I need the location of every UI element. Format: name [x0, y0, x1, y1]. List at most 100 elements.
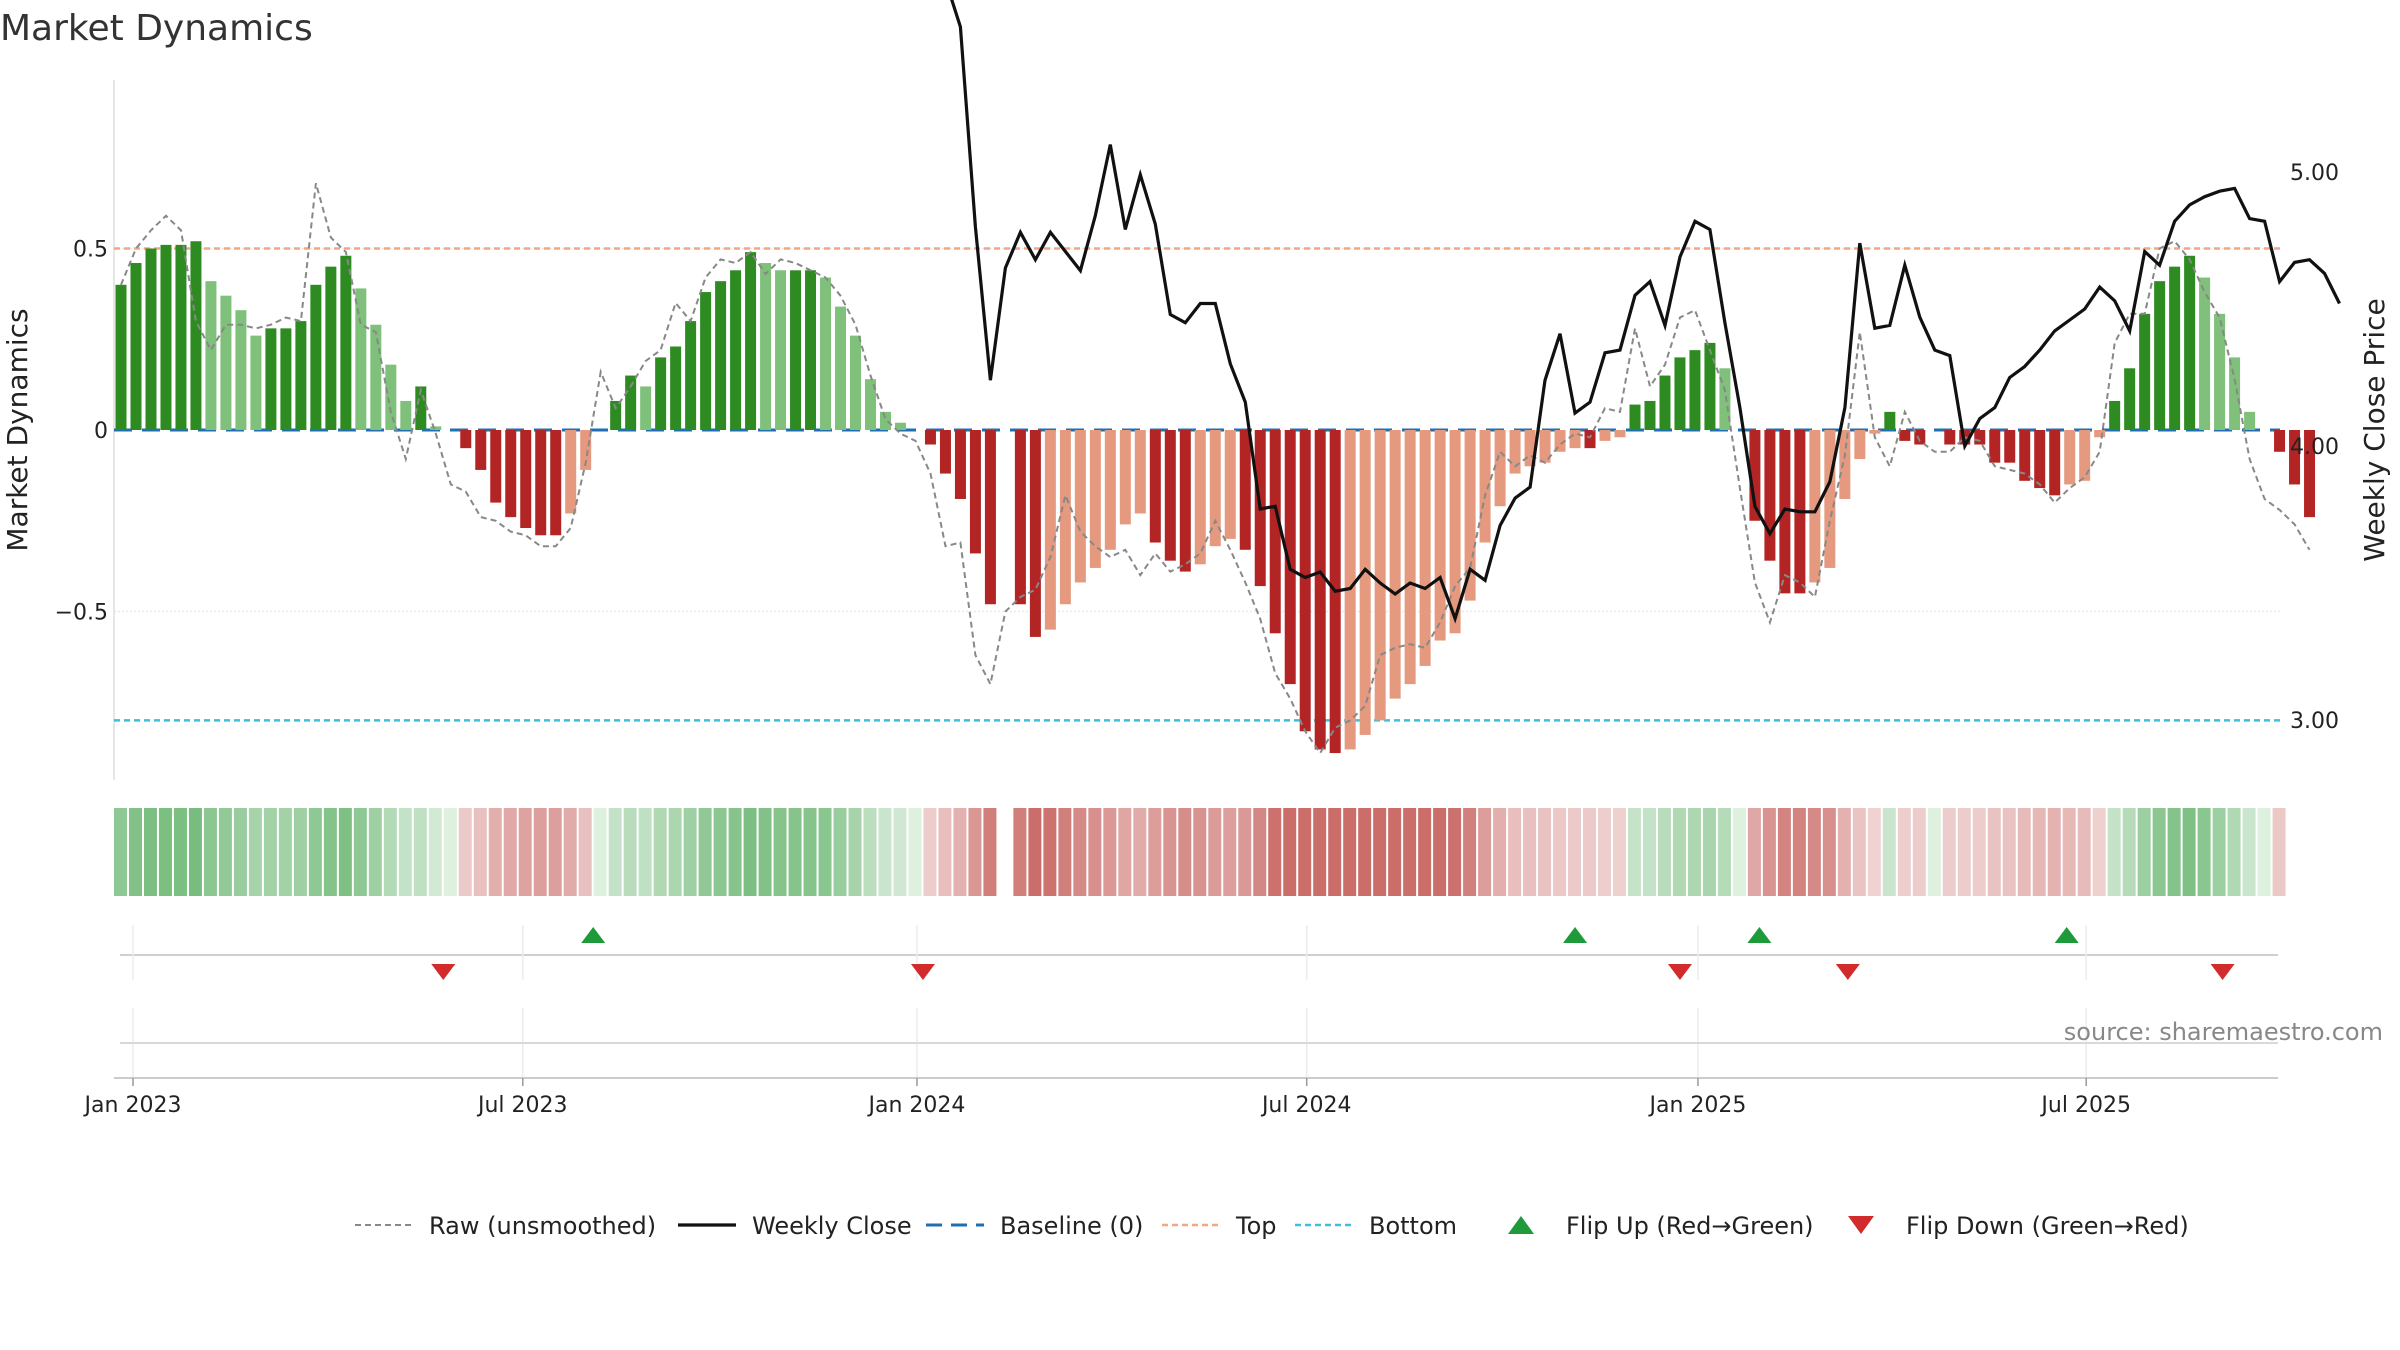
strength-cell — [743, 808, 757, 896]
right-tick-label: 4.00 — [2290, 435, 2339, 460]
chart-legend: Raw (unsmoothed) Weekly Close Baseline (0)… — [355, 1212, 2189, 1240]
flip-down-marker — [1667, 964, 1692, 980]
strength-cell — [1118, 808, 1132, 896]
momentum-bar — [1869, 430, 1881, 434]
strength-cell — [1178, 808, 1192, 896]
strength-cell — [383, 808, 397, 896]
strength-cell — [2107, 808, 2121, 896]
strength-cell — [1957, 808, 1971, 896]
momentum-bar — [760, 263, 772, 430]
momentum-bar — [1689, 350, 1701, 430]
strength-cell — [1553, 808, 1567, 896]
momentum-bar — [520, 430, 532, 529]
momentum-bar — [280, 328, 292, 430]
strength-cell — [728, 808, 742, 896]
strength-cell — [1163, 808, 1177, 896]
x-tick-label: Jan 2023 — [83, 1093, 182, 1118]
momentum-bar — [670, 346, 682, 430]
momentum-bar — [400, 400, 412, 430]
strength-cell — [1508, 808, 1522, 896]
strength-cell — [773, 808, 787, 896]
legend-label: Flip Up (Red→Green) — [1566, 1212, 1814, 1240]
strength-cell — [1807, 808, 1821, 896]
momentum-bar — [1914, 430, 1926, 445]
momentum-bar — [1119, 430, 1131, 525]
momentum-bar — [2184, 255, 2196, 430]
momentum-bar — [655, 357, 667, 430]
strength-cell — [833, 808, 847, 896]
strength-cell — [2182, 808, 2196, 896]
momentum-bar — [1464, 430, 1476, 601]
left-axis-ticks: 0.5 0 −0.5 — [55, 238, 108, 626]
momentum-bar — [1884, 411, 1896, 430]
momentum-bar — [1704, 342, 1716, 430]
momentum-bar — [340, 255, 352, 430]
momentum-bar — [2139, 313, 2151, 430]
strength-cell — [248, 808, 262, 896]
strength-cell — [533, 808, 547, 896]
strength-cell — [1627, 808, 1641, 896]
strength-cell — [2122, 808, 2136, 896]
flip-up-marker — [1747, 927, 1772, 943]
flip-down-marker — [2210, 964, 2235, 980]
strength-cell — [668, 808, 682, 896]
strength-cell — [1388, 808, 1402, 896]
momentum-bar — [235, 310, 247, 430]
strength-cell — [1657, 808, 1671, 896]
strength-cell — [1613, 808, 1626, 896]
momentum-bar — [1554, 430, 1566, 452]
momentum-bar — [1764, 430, 1776, 561]
strength-cell — [1583, 808, 1597, 896]
strength-cell — [1747, 808, 1761, 896]
strength-cell — [368, 808, 382, 896]
momentum-bar — [2214, 313, 2226, 430]
momentum-bar — [1074, 430, 1086, 583]
strength-cell — [578, 808, 592, 896]
strength-cell — [1493, 808, 1507, 896]
strength-cell — [2242, 808, 2256, 896]
strength-cell — [1523, 808, 1537, 896]
legend-item: Bottom — [1295, 1212, 1457, 1240]
strength-cell — [1013, 808, 1027, 896]
momentum-bar — [1479, 430, 1491, 543]
right-tick-label: 5.00 — [2290, 161, 2339, 186]
momentum-bar — [1014, 430, 1026, 605]
strength-cell — [173, 808, 187, 896]
strength-cell — [2032, 808, 2046, 896]
momentum-bar — [835, 306, 847, 430]
strength-cell — [1942, 808, 1956, 896]
momentum-bar — [1809, 430, 1821, 583]
strength-cell — [1762, 808, 1776, 896]
momentum-bar — [475, 430, 487, 470]
legend-label: Baseline (0) — [1000, 1212, 1143, 1240]
strength-cell — [1687, 808, 1701, 896]
strength-cell — [2197, 808, 2211, 896]
momentum-bar — [205, 281, 217, 430]
legend-item: Flip Up (Red→Green) — [1508, 1212, 1814, 1240]
flip-up-marker — [2054, 927, 2079, 943]
momentum-bar — [550, 430, 562, 536]
strength-cell — [1343, 808, 1357, 896]
x-tick-label: Jan 2024 — [867, 1093, 966, 1118]
momentum-bar — [190, 241, 202, 430]
strength-cell — [908, 808, 922, 896]
strength-cell — [863, 808, 877, 896]
strength-cell — [1223, 808, 1237, 896]
legend-label: Top — [1235, 1212, 1277, 1240]
momentum-bar — [1584, 430, 1596, 449]
momentum-bar — [1404, 430, 1416, 685]
momentum-bar — [310, 284, 322, 430]
momentum-bar — [250, 335, 262, 430]
strength-cell — [1717, 808, 1731, 896]
strength-cell — [1208, 808, 1222, 896]
momentum-bar — [130, 263, 142, 430]
strength-cell — [143, 808, 157, 896]
momentum-bar — [2169, 266, 2181, 430]
momentum-bar — [1419, 430, 1431, 666]
momentum-bar — [370, 324, 382, 430]
strength-cell — [263, 808, 277, 896]
strength-cell — [203, 808, 217, 896]
strength-cell — [1148, 808, 1162, 896]
momentum-bar — [430, 426, 442, 430]
